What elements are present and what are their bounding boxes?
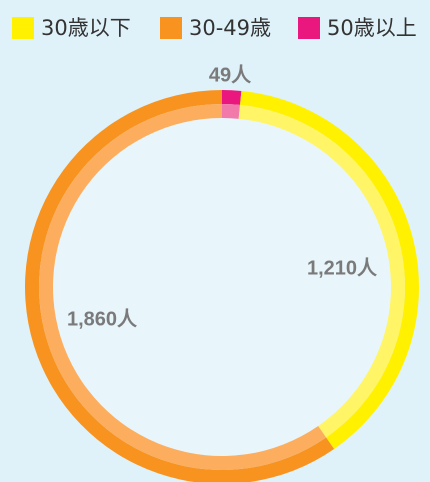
value-label: 1,860人 (67, 307, 138, 330)
donut-hole (52, 117, 392, 457)
legend-swatch (298, 17, 320, 39)
legend-swatch (160, 17, 182, 39)
legend-swatch (12, 17, 34, 39)
legend-label: 30歳以下 (41, 16, 131, 40)
donut-segment (222, 90, 242, 105)
donut-segment (240, 90, 419, 449)
legend-label: 30-49歳 (189, 16, 271, 40)
donut-segment-inner (222, 104, 241, 119)
donut-segment-inner (238, 104, 405, 438)
value-label: 1,210人 (307, 256, 378, 279)
value-label: 49人 (209, 63, 252, 86)
legend-label: 50歳以上 (327, 16, 417, 40)
